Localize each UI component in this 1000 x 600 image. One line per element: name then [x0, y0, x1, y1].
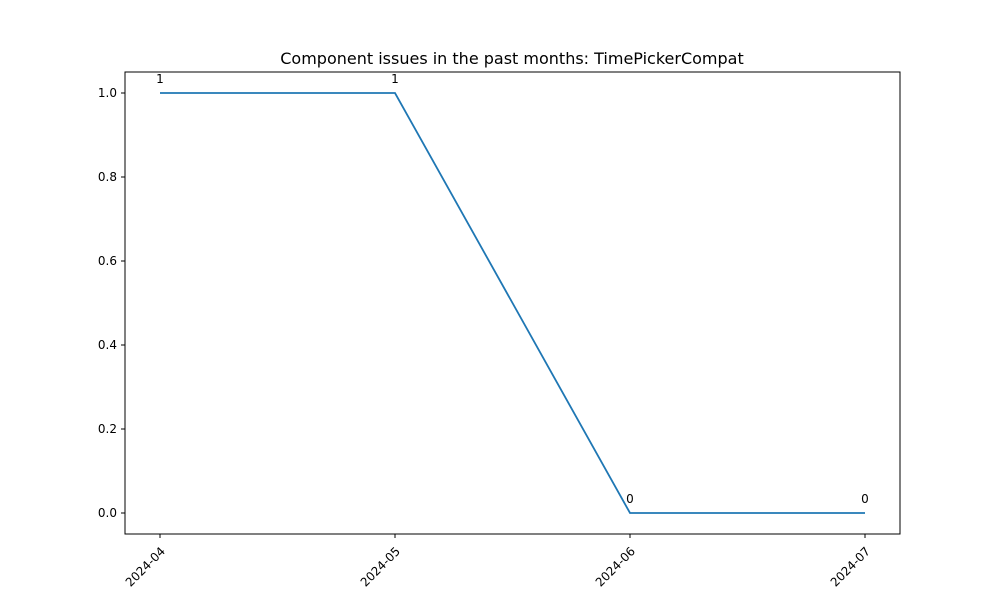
y-tick-label: 0.0: [98, 506, 117, 520]
data-label: 0: [861, 492, 869, 506]
y-tick-label: 0.6: [98, 254, 117, 268]
y-tick-label: 1.0: [98, 86, 117, 100]
x-tick-label: 2024-06: [593, 544, 638, 589]
data-label: 1: [391, 72, 399, 86]
x-tick-label: 2024-05: [358, 544, 403, 589]
data-label: 0: [626, 492, 634, 506]
x-tick-label: 2024-07: [828, 544, 873, 589]
series-line: [160, 92, 865, 514]
y-tick-label: 0.4: [98, 338, 117, 352]
y-tick-label: 0.2: [98, 422, 117, 436]
y-tick-label: 0.8: [98, 170, 117, 184]
data-label: 1: [156, 72, 164, 86]
x-tick-label: 2024-04: [123, 544, 168, 589]
plot-frame: [124, 71, 901, 535]
chart-title: Component issues in the past months: Tim…: [280, 49, 744, 68]
